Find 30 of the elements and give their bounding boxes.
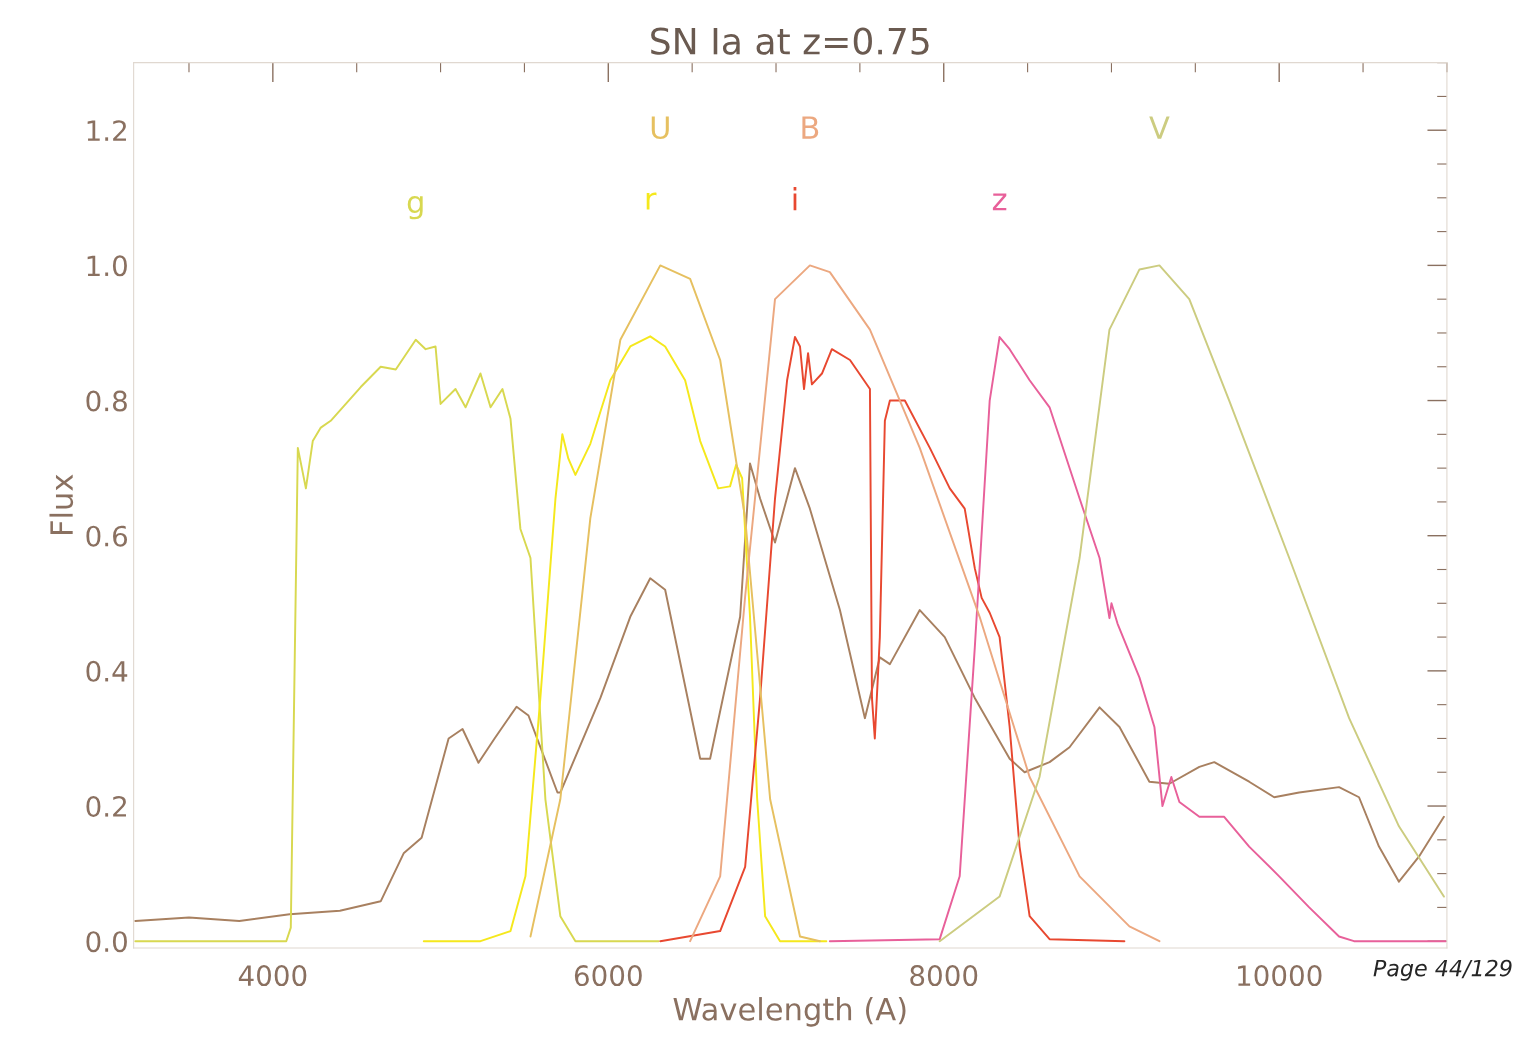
y-tick-label: 0.2 bbox=[86, 795, 126, 817]
x-tick-label: 8000 bbox=[910, 965, 978, 987]
y-tick-label: 1.2 bbox=[87, 120, 126, 141]
y-tick-label: 0.4 bbox=[86, 660, 128, 682]
x-tick-label: 4000 bbox=[238, 965, 307, 987]
text: Page 44/129 bbox=[1373, 959, 1512, 981]
text: g bbox=[407, 195, 423, 220]
text: r bbox=[646, 192, 657, 210]
text: z bbox=[992, 193, 1007, 211]
line-series bbox=[689, 264, 1161, 943]
y-tick-label: 1.0 bbox=[87, 255, 127, 277]
line-series bbox=[659, 336, 1126, 943]
line-series bbox=[938, 264, 1445, 943]
y-axis-title: Flux bbox=[49, 474, 74, 535]
line-series bbox=[134, 462, 1445, 922]
y-tick-label: 0.8 bbox=[86, 390, 127, 412]
x-axis-title: Wavelength (A) bbox=[673, 997, 906, 1027]
line-series bbox=[529, 264, 821, 943]
text: V bbox=[1149, 116, 1170, 139]
line-series bbox=[422, 335, 828, 943]
x-tick-label: 6000 bbox=[574, 965, 642, 987]
text: i bbox=[793, 187, 797, 211]
line-series bbox=[134, 338, 660, 943]
text: B bbox=[802, 116, 819, 139]
x-tick-label: 10000 bbox=[1238, 965, 1322, 987]
y-tick-label: 0.6 bbox=[86, 525, 128, 547]
line-series bbox=[828, 336, 1447, 943]
text: U bbox=[651, 116, 669, 140]
chart-title: SN Ia at z=0.75 bbox=[651, 27, 929, 55]
y-tick-label: 0.0 bbox=[86, 931, 127, 953]
